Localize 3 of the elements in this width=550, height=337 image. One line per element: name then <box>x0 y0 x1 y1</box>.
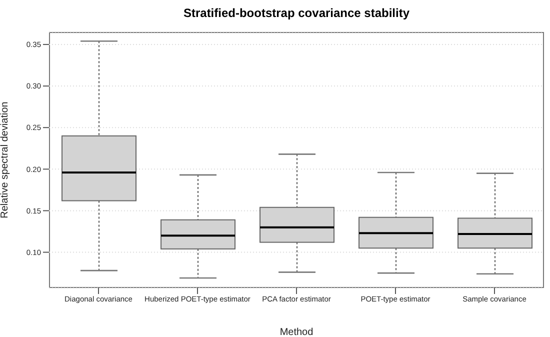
chart-title: Stratified-bootstrap covariance stability <box>182 6 411 20</box>
x-axis-title: Method <box>280 327 314 337</box>
y-axis-title: Relative spectral deviation <box>0 102 11 218</box>
